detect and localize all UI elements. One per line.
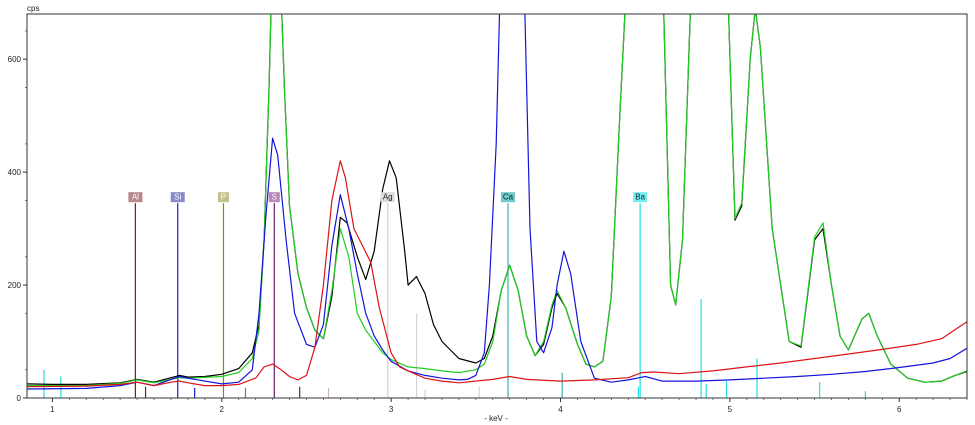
element-badge-label: Al (132, 193, 139, 202)
axes: 1 2 3 4 5 6 0 200 400 600 (8, 30, 968, 414)
element-badge-ca: Ca (501, 192, 516, 203)
series-line-green (27, 14, 967, 387)
x-tick-label: 5 (728, 405, 733, 414)
plot-frame (26, 13, 968, 399)
x-tick-label: 3 (389, 405, 394, 414)
series-line-red (27, 160, 967, 388)
x-axis-title: - keV - (484, 414, 508, 423)
element-badge-si: Si (170, 192, 185, 203)
element-badge-label: Ba (635, 193, 645, 202)
element-badge-box (170, 192, 185, 203)
element-badge-box (268, 192, 280, 203)
element-badge-box (501, 192, 516, 203)
element-badge-ba: Ba (633, 192, 648, 203)
x-tick-label: 4 (558, 405, 563, 414)
y-tick-label: 0 (17, 394, 22, 403)
element-badge-box (217, 192, 229, 203)
x-tick-label: 6 (897, 405, 902, 414)
element-badge-label: S (272, 193, 277, 202)
element-badge-label: Ca (503, 193, 514, 202)
y-tick-label: 400 (8, 168, 22, 177)
series-line-blue (27, 14, 967, 390)
element-badge-box (128, 192, 143, 203)
element-badges: Al Si P S Ag Ca Ba (128, 192, 648, 203)
element-badge-box (380, 192, 395, 203)
minor-emission-lines (43, 299, 866, 398)
element-badge-label: Si (174, 193, 181, 202)
y-tick-label: 200 (8, 281, 22, 290)
y-tick-label: 600 (8, 55, 22, 64)
element-badge-ag: Ag (380, 192, 395, 203)
element-marker-lines (134, 203, 641, 398)
x-tick-label: 2 (220, 405, 225, 414)
element-badge-box (633, 192, 648, 203)
element-badge-label: P (221, 193, 226, 202)
spectrum-series (27, 14, 967, 390)
y-axis-title: cps (27, 4, 39, 13)
element-badge-al: Al (128, 192, 143, 203)
x-tick-label: 1 (50, 405, 55, 414)
element-badge-p: P (217, 192, 229, 203)
element-badge-label: Ag (383, 193, 393, 202)
element-badge-s: S (268, 192, 280, 203)
